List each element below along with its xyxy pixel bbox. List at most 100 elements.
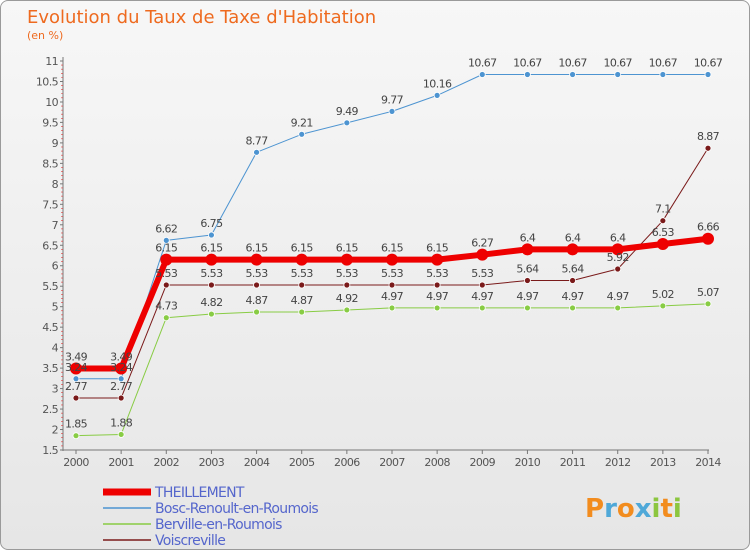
- unit-label: (en %): [27, 29, 64, 42]
- series-point-0: [340, 253, 353, 266]
- y-tick-label: 2.5: [42, 403, 58, 416]
- data-label-1: 8.77: [246, 134, 269, 147]
- series-point-1: [343, 119, 351, 127]
- data-label-3: 5.53: [471, 267, 494, 280]
- series-point-1: [704, 71, 712, 78]
- logo-letter: i: [652, 494, 661, 524]
- series-point-1: [433, 91, 441, 99]
- series-point-2: [569, 304, 576, 312]
- data-label-3: 5.53: [246, 267, 269, 280]
- series-point-2: [253, 308, 260, 316]
- data-label-2: 4.97: [516, 290, 539, 303]
- data-label-1: 9.49: [336, 105, 359, 118]
- data-label-0: 3.49: [65, 351, 88, 364]
- series-point-2: [72, 432, 80, 440]
- data-label-3: 5.64: [516, 262, 539, 275]
- data-label-2: 4.97: [562, 290, 585, 303]
- data-label-0: 6.4: [520, 231, 536, 244]
- series-point-3: [659, 217, 667, 225]
- data-label-3: 5.53: [426, 267, 449, 280]
- data-label-0: 6.15: [246, 242, 269, 255]
- series-point-2: [478, 304, 486, 312]
- data-label-2: 4.82: [200, 296, 222, 309]
- series-point-0: [205, 253, 218, 266]
- data-label-3: 7.1: [655, 203, 671, 216]
- series-point-3: [298, 281, 306, 289]
- data-label-0: 6.15: [426, 242, 449, 255]
- series-point-3: [72, 394, 80, 402]
- legend-label-1: Bosc-Renoult-en-Roumois: [155, 501, 318, 517]
- data-label-3: 8.87: [697, 130, 720, 143]
- series-point-3: [388, 281, 396, 289]
- data-label-1: 10.67: [649, 57, 678, 70]
- x-tick-label: 2010: [515, 456, 541, 469]
- data-label-3: 2.77: [110, 380, 133, 393]
- series-point-3: [569, 277, 576, 284]
- data-label-2: 5.07: [697, 286, 720, 299]
- series-point-1: [524, 71, 531, 78]
- series-point-1: [388, 107, 396, 115]
- series-point-2: [343, 306, 351, 314]
- series-point-0: [115, 362, 128, 375]
- logo-letter: x: [635, 494, 652, 524]
- logo-letter: i: [673, 494, 682, 524]
- series-point-2: [117, 431, 125, 438]
- x-tick-label: 2005: [289, 456, 315, 469]
- series-point-0: [160, 253, 173, 266]
- series-point-0: [250, 253, 263, 266]
- series-point-1: [162, 236, 170, 244]
- proxiti-logo: Proxiti: [585, 494, 682, 524]
- data-label-1: 6.75: [200, 217, 223, 230]
- series-point-0: [476, 248, 489, 261]
- data-label-0: 6.15: [381, 242, 404, 255]
- data-label-1: 3.24: [110, 361, 133, 374]
- series-point-1: [478, 71, 486, 78]
- data-label-2: 1.85: [65, 418, 88, 431]
- data-label-0: 6.4: [610, 231, 626, 244]
- series-point-2: [162, 314, 170, 322]
- series-line-2: [75, 303, 709, 437]
- x-tick-label: 2002: [153, 456, 179, 469]
- data-label-0: 6.53: [652, 226, 675, 239]
- series-point-2: [524, 304, 531, 312]
- legend-label-0: THEILLEMENT: [154, 485, 245, 501]
- y-tick-label: 6.5: [42, 239, 58, 252]
- data-label-3: 5.53: [155, 267, 178, 280]
- series-point-0: [611, 243, 624, 256]
- data-label-2: 4.87: [291, 294, 314, 307]
- series-point-0: [566, 243, 579, 256]
- series-point-2: [208, 310, 215, 318]
- data-label-3: 5.64: [562, 262, 585, 275]
- data-label-1: 10.67: [694, 57, 723, 70]
- data-label-2: 4.97: [471, 290, 494, 303]
- data-label-3: 5.53: [291, 267, 314, 280]
- data-label-0: 3.49: [110, 351, 133, 364]
- series-point-3: [343, 281, 351, 289]
- series-point-3: [704, 144, 712, 152]
- series-point-1: [569, 71, 576, 78]
- data-label-3: 2.77: [65, 380, 88, 393]
- y-tick-label: 6: [52, 260, 59, 273]
- data-label-2: 4.92: [336, 292, 358, 305]
- y-tick-label: 10.5: [36, 75, 59, 88]
- x-tick-label: 2004: [244, 456, 270, 469]
- series-point-1: [253, 148, 260, 156]
- series-point-1: [298, 130, 306, 138]
- series-point-1: [117, 375, 125, 383]
- x-tick-label: 2013: [650, 456, 676, 469]
- logo-letter: r: [604, 494, 617, 524]
- chart-title: Evolution du Taux de Taxe d'Habitation: [27, 7, 377, 28]
- series-point-0: [656, 238, 669, 251]
- data-label-3: 5.92: [607, 251, 629, 264]
- data-label-2: 4.97: [426, 290, 449, 303]
- series-point-1: [208, 231, 215, 239]
- data-label-2: 4.73: [155, 300, 178, 313]
- series-point-2: [298, 308, 306, 316]
- data-label-1: 3.24: [65, 361, 88, 374]
- y-tick-label: 9: [52, 137, 59, 150]
- data-label-1: 10.67: [513, 57, 542, 70]
- data-label-2: 1.88: [110, 416, 133, 429]
- data-label-1: 10.67: [468, 57, 497, 70]
- series-point-2: [614, 304, 622, 312]
